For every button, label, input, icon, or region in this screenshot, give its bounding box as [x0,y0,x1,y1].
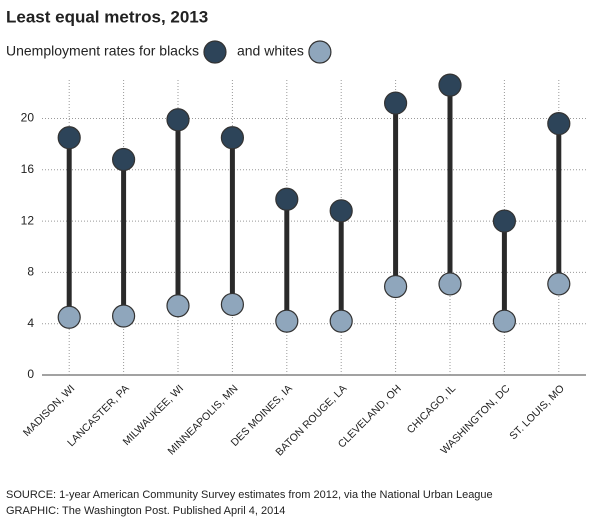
y-tick-label: 4 [27,316,34,330]
dot-blacks [57,126,81,150]
dot-whites [220,292,244,317]
dot-whites [329,309,353,333]
dot-blacks [111,147,136,172]
credit-note: GRAPHIC: The Washington Post. Published … [6,505,285,517]
dot-whites [275,309,299,333]
x-tick-label: ST. LOUIS, MO [507,383,567,443]
source-note: SOURCE: 1-year American Community Survey… [6,489,493,501]
y-tick-label: 16 [21,162,35,176]
dot-whites [492,309,516,333]
dot-blacks [275,187,299,211]
dot-blacks [384,91,408,115]
dot-whites [166,294,190,318]
dot-blacks [547,112,571,136]
dot-blacks [329,199,353,223]
dot-blacks [166,108,190,132]
y-tick-label: 12 [21,213,35,227]
y-tick-label: 20 [21,111,35,125]
legend-swatch [203,40,227,64]
dot-whites [438,272,462,296]
legend-label: Unemployment rates for blacks [6,43,199,59]
x-tick-label: CHICAGO, IL [405,382,459,436]
dot-whites [384,274,408,299]
dot-blacks [438,73,462,97]
legend-swatch [308,40,332,64]
y-tick-label: 8 [27,265,34,279]
dot-blacks [220,126,244,150]
dot-whites [111,304,136,328]
y-tick-label: 0 [27,367,34,381]
dot-whites [57,305,81,329]
dot-whites [547,272,571,296]
x-tick-label: MADISON, WI [21,383,77,439]
dot-blacks [492,209,516,233]
legend-label: and whites [237,43,304,59]
chart-title: Least equal metros, 2013 [6,7,208,26]
